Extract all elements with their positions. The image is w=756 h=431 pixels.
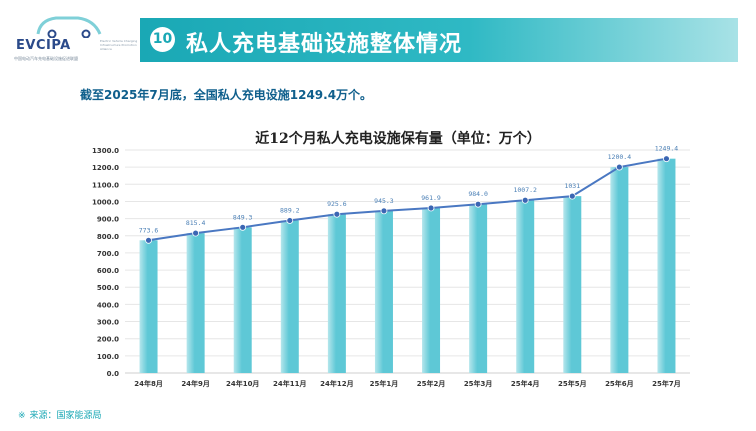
- y-tick-label: 900.0: [97, 216, 119, 224]
- section-number-badge: 10: [150, 27, 175, 52]
- data-point: [192, 229, 200, 237]
- x-tick-label: 25年3月: [464, 379, 493, 388]
- x-tick-label: 25年6月: [605, 379, 634, 388]
- data-label: 925.6: [327, 200, 347, 208]
- car-logo-icon: [36, 16, 102, 38]
- y-tick-label: 1000.0: [92, 198, 119, 206]
- bar: [422, 207, 441, 373]
- x-tick-label: 25年7月: [652, 379, 681, 388]
- bar: [563, 196, 582, 373]
- data-label: 961.9: [421, 194, 441, 202]
- y-tick-label: 0.0: [107, 370, 120, 378]
- data-point: [521, 196, 529, 204]
- bar: [469, 204, 488, 373]
- y-tick-label: 300.0: [97, 319, 119, 327]
- x-tick-label: 24年11月: [273, 379, 306, 388]
- y-tick-label: 1200.0: [92, 164, 119, 172]
- data-label: 1031: [564, 182, 580, 190]
- data-point: [427, 204, 435, 212]
- x-tick-label: 25年5月: [558, 379, 587, 388]
- source-text: 来源：国家能源局: [29, 411, 102, 421]
- data-point: [145, 236, 152, 244]
- x-tick-label: 25年2月: [417, 379, 446, 388]
- y-tick-label: 1100.0: [92, 181, 119, 189]
- y-tick-label: 500.0: [97, 284, 119, 292]
- data-label: 849.3: [233, 213, 253, 221]
- data-point: [568, 192, 576, 200]
- evcipa-logo: EVCIPA Electric Vehicle Charging Infrast…: [14, 12, 137, 64]
- data-point: [663, 155, 670, 163]
- y-tick-label: 600.0: [97, 267, 119, 275]
- asterisk-icon: ※: [18, 411, 26, 421]
- bar: [139, 240, 158, 373]
- data-point: [380, 207, 388, 215]
- data-label: 773.6: [139, 226, 159, 234]
- page-title: 私人充电基础设施整体情况: [186, 32, 463, 57]
- y-tick-label: 1300.0: [92, 147, 119, 155]
- data-label: 984.0: [468, 190, 488, 198]
- page-header: EVCIPA Electric Vehicle Charging Infrast…: [0, 0, 756, 70]
- data-label: 1249.4: [655, 145, 679, 153]
- y-tick-label: 100.0: [97, 353, 119, 361]
- data-point: [286, 217, 294, 224]
- bar: [657, 158, 676, 373]
- data-point: [239, 223, 247, 231]
- data-point: [474, 200, 482, 208]
- source-note: ※ 来源：国家能源局: [18, 408, 102, 421]
- bar: [327, 214, 346, 373]
- x-tick-label: 24年9月: [181, 379, 210, 388]
- x-tick-label: 24年10月: [226, 379, 259, 388]
- bar: [186, 233, 205, 373]
- logo-text: EVCIPA: [16, 38, 71, 53]
- data-label: 815.4: [186, 219, 206, 227]
- y-tick-label: 200.0: [97, 336, 119, 344]
- x-tick-label: 24年12月: [320, 379, 353, 388]
- y-tick-label: 800.0: [97, 233, 119, 241]
- data-label: 1200.4: [608, 153, 632, 161]
- y-tick-label: 700.0: [97, 250, 119, 258]
- data-label: 945.3: [374, 197, 394, 205]
- bar: [374, 210, 393, 373]
- data-point: [333, 210, 341, 218]
- bar: [233, 227, 252, 373]
- logo-caption: 中国电动汽车充电基础设施促进联盟: [14, 56, 78, 61]
- y-tick-label: 400.0: [97, 301, 119, 309]
- series-line: [148, 157, 667, 242]
- data-point: [615, 163, 623, 171]
- bar: [610, 167, 629, 373]
- chart-title: 近12个月私人充电设施保有量（单位：万个）: [255, 131, 541, 147]
- bar: [516, 200, 535, 373]
- data-label: 1007.2: [513, 186, 537, 194]
- x-tick-label: 25年1月: [370, 379, 399, 388]
- summary-text: 截至2025年7月底，全国私人充电设施1249.4万个。: [80, 88, 373, 102]
- x-tick-label: 24年8月: [134, 379, 163, 388]
- x-tick-label: 25年4月: [511, 379, 540, 388]
- bar: [280, 220, 299, 373]
- title-banner: 10 私人充电基础设施整体情况: [140, 18, 738, 62]
- logo-subtitle: Electric Vehicle Charging Infrastructure…: [100, 39, 138, 51]
- data-label: 889.2: [280, 206, 300, 214]
